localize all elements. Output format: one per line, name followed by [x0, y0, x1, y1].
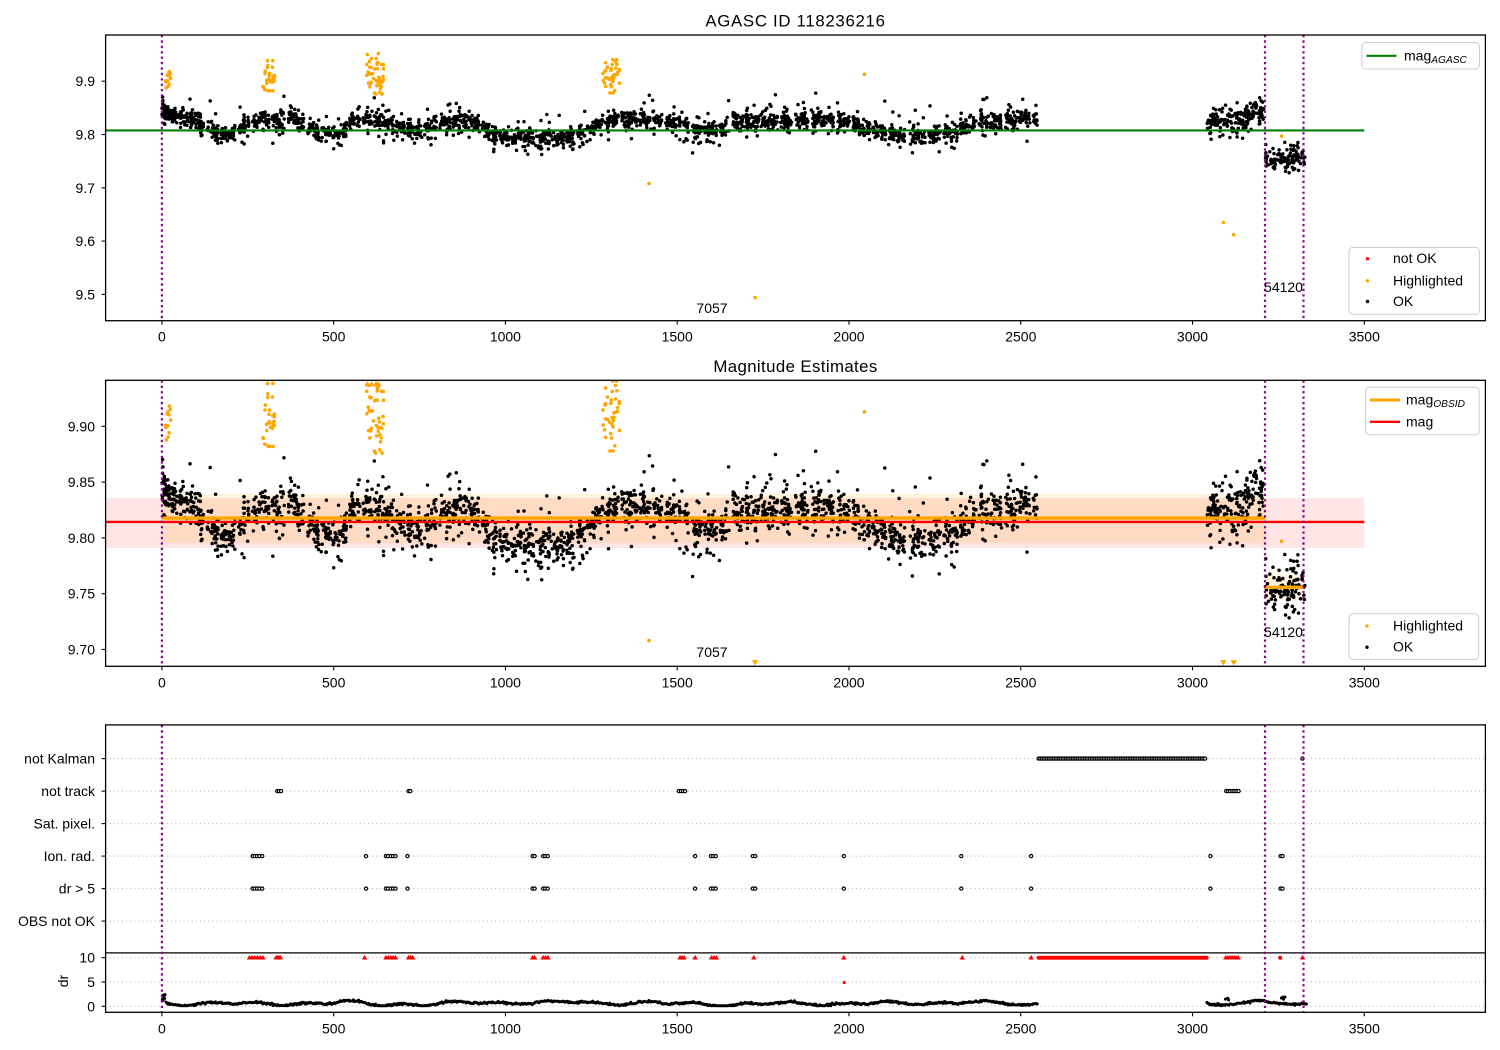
- svg-text:2500: 2500: [1005, 1020, 1036, 1036]
- svg-text:9.75: 9.75: [68, 586, 95, 602]
- svg-text:500: 500: [322, 329, 346, 345]
- svg-text:Ion. rad.: Ion. rad.: [44, 848, 95, 864]
- svg-text:not OK: not OK: [1393, 250, 1437, 266]
- svg-text:3500: 3500: [1349, 1020, 1380, 1036]
- svg-text:Magnitude Estimates: Magnitude Estimates: [713, 357, 877, 376]
- svg-text:9.70: 9.70: [68, 642, 95, 658]
- svg-text:9.5: 9.5: [76, 286, 96, 302]
- svg-text:OBS not OK: OBS not OK: [18, 913, 96, 929]
- svg-text:9.80: 9.80: [68, 530, 95, 546]
- svg-text:not Kalman: not Kalman: [24, 751, 95, 767]
- svg-text:Highlighted: Highlighted: [1393, 617, 1463, 633]
- svg-text:2000: 2000: [833, 674, 864, 690]
- svg-text:9.9: 9.9: [76, 73, 96, 89]
- svg-text:54120: 54120: [1264, 624, 1303, 640]
- svg-text:7057: 7057: [696, 300, 727, 316]
- svg-text:2500: 2500: [1005, 329, 1036, 345]
- svg-text:2500: 2500: [1005, 674, 1036, 690]
- svg-text:1000: 1000: [490, 674, 521, 690]
- svg-text:500: 500: [322, 1020, 346, 1036]
- svg-text:500: 500: [322, 674, 346, 690]
- svg-text:1500: 1500: [662, 1020, 693, 1036]
- svg-text:not track: not track: [41, 783, 96, 799]
- svg-text:mag: mag: [1406, 414, 1433, 430]
- svg-text:54120: 54120: [1264, 279, 1303, 295]
- svg-text:0: 0: [158, 329, 166, 345]
- svg-text:1500: 1500: [662, 329, 693, 345]
- svg-text:9.8: 9.8: [76, 127, 96, 143]
- svg-text:dr > 5: dr > 5: [59, 881, 95, 897]
- svg-text:9.90: 9.90: [68, 418, 95, 434]
- svg-text:2000: 2000: [833, 1020, 864, 1036]
- svg-text:Sat. pixel.: Sat. pixel.: [34, 816, 95, 832]
- svg-text:9.85: 9.85: [68, 474, 95, 490]
- svg-text:1000: 1000: [490, 1020, 521, 1036]
- svg-text:7057: 7057: [696, 644, 727, 660]
- svg-text:1500: 1500: [662, 674, 693, 690]
- svg-text:0: 0: [158, 1020, 166, 1036]
- svg-text:0: 0: [158, 674, 166, 690]
- svg-text:AGASC ID 118236216: AGASC ID 118236216: [705, 12, 885, 31]
- svg-text:3000: 3000: [1177, 329, 1208, 345]
- svg-text:3000: 3000: [1177, 1020, 1208, 1036]
- svg-text:2000: 2000: [833, 329, 864, 345]
- svg-text:9.6: 9.6: [76, 233, 96, 249]
- svg-text:3500: 3500: [1349, 674, 1380, 690]
- svg-text:3500: 3500: [1349, 329, 1380, 345]
- svg-text:Highlighted: Highlighted: [1393, 272, 1463, 288]
- svg-text:OK: OK: [1393, 639, 1414, 655]
- svg-text:9.7: 9.7: [76, 180, 96, 196]
- svg-text:OK: OK: [1393, 293, 1414, 309]
- svg-text:0: 0: [87, 998, 95, 1014]
- svg-text:5: 5: [87, 974, 95, 990]
- svg-text:3000: 3000: [1177, 674, 1208, 690]
- svg-text:1000: 1000: [490, 329, 521, 345]
- svg-text:dr: dr: [55, 974, 71, 987]
- svg-text:10: 10: [79, 950, 95, 966]
